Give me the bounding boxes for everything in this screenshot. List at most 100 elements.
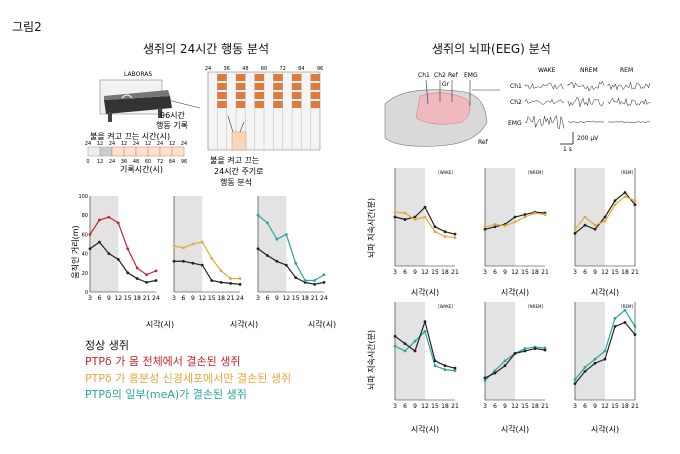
data-point — [107, 215, 111, 219]
x-tick-label: 3 — [256, 295, 260, 302]
right-panel-title: 생쥐의 뇌파(EEG) 분석 — [432, 42, 551, 56]
raster-tick: 72 — [279, 66, 285, 72]
x-tick-label: 9 — [503, 269, 507, 276]
y-tick-label: 40 — [82, 252, 88, 258]
data-point — [523, 349, 527, 353]
raster-tick: 84 — [298, 66, 304, 72]
data-point — [423, 215, 427, 219]
data-point — [154, 279, 158, 282]
chart-shade — [485, 168, 515, 266]
y-tick-label: 60 — [82, 232, 88, 238]
data-point — [443, 364, 447, 368]
distance-xlabel-2: 시각(시) — [230, 319, 258, 329]
data-point — [493, 371, 497, 375]
record-label-1: 96시간 — [160, 110, 186, 120]
timeline-cell — [87, 146, 101, 157]
timeline-cell — [99, 146, 113, 157]
x-tick-label: 12 — [421, 403, 429, 410]
raster-dark-block — [254, 92, 264, 99]
data-point — [229, 277, 232, 280]
data-point — [543, 348, 547, 352]
state-tag: [REM] — [621, 170, 633, 175]
eeg-trace — [607, 97, 651, 107]
x-tick-label: 9 — [593, 269, 597, 276]
series-line — [257, 214, 325, 282]
data-point — [633, 203, 637, 207]
data-point — [633, 325, 637, 328]
light-dark-timeline: 24 12 24 12 24 12 24 12 24 0 12 24 36 48 60 72 84 96 — [85, 141, 187, 165]
legend-normal: 정상 생쥐 — [85, 339, 129, 352]
record-label-2: 행동 기록 — [156, 120, 188, 130]
data-point — [623, 308, 627, 312]
y-tick-label: 20 — [82, 271, 88, 277]
x-tick-label: 18 — [217, 295, 225, 302]
x-tick-label: 3 — [573, 269, 577, 276]
brain-schematic — [384, 79, 500, 147]
data-point — [313, 282, 316, 286]
x-tick-label: 3 — [393, 269, 397, 276]
data-point — [613, 316, 617, 320]
data-point — [313, 279, 316, 282]
y-tick-label: 80 — [82, 213, 88, 219]
timeline-bottom-tick: 36 — [121, 159, 127, 165]
x-tick-label: 18 — [133, 295, 141, 302]
data-point — [633, 333, 637, 337]
data-point — [191, 242, 195, 246]
timeline-top-tick: 24 — [133, 141, 139, 147]
x-tick-label: 3 — [483, 269, 487, 276]
x-tick-label: 18 — [531, 403, 539, 410]
data-point — [603, 215, 607, 219]
eeg-trace — [524, 82, 565, 90]
timeline-cell — [171, 146, 185, 157]
data-point — [593, 357, 597, 361]
x-tick-label: 9 — [593, 403, 597, 410]
eeg-xlabel-3: 시각(시) — [591, 287, 619, 297]
data-point — [513, 352, 517, 355]
record-time-label: 기록시간(시) — [120, 164, 163, 174]
data-point — [583, 223, 587, 227]
legend-mea: PTPδ의 일부(meA)가 결손된 생쥐 — [85, 388, 247, 401]
x-tick-label: 9 — [107, 295, 111, 302]
raster-dark-block — [217, 74, 227, 81]
data-point — [182, 259, 185, 263]
data-point — [623, 195, 627, 198]
data-point — [493, 222, 497, 226]
data-point — [107, 252, 111, 256]
raster-dark-block — [217, 92, 227, 99]
x-tick-label: 21 — [631, 269, 639, 276]
data-point — [413, 339, 417, 343]
left-panel-title: 생쥐의 24시간 행동 분석 — [143, 42, 270, 56]
state-rem: REM — [620, 67, 633, 74]
data-point — [413, 218, 417, 221]
eeg-ylabel-bottom: 뇌파 지속시간(분) — [366, 330, 376, 390]
chart-shade — [575, 168, 605, 266]
eeg-trace — [524, 98, 565, 105]
x-tick-label: 21 — [227, 295, 235, 302]
data-point — [98, 218, 101, 222]
timeline-top-tick: 12 — [145, 141, 151, 147]
laboras-label: LABORAS — [124, 71, 152, 78]
legend-ko: PTPδ 가 몸 전체에서 결손된 생쥐 — [85, 355, 241, 368]
data-point — [573, 231, 577, 235]
chart-shade — [174, 196, 203, 292]
data-point — [453, 369, 457, 372]
x-tick-label: 9 — [503, 403, 507, 410]
data-point — [523, 347, 527, 350]
data-point — [483, 227, 487, 231]
data-point — [322, 273, 326, 277]
x-tick-label: 6 — [493, 269, 497, 276]
x-tick-label: 6 — [583, 269, 587, 276]
data-point — [256, 247, 260, 251]
data-point — [573, 227, 577, 231]
timeline-cell — [147, 146, 161, 157]
data-point — [403, 342, 407, 346]
raster-tick: 36 — [223, 66, 229, 72]
data-point — [493, 369, 497, 372]
x-tick-label: 12 — [421, 269, 429, 276]
data-point — [393, 334, 397, 338]
x-tick-label: 21 — [143, 295, 151, 302]
data-point — [513, 215, 517, 219]
x-tick-label: 12 — [601, 269, 609, 276]
raster-tick: 96 — [317, 66, 323, 72]
data-point — [583, 215, 587, 219]
